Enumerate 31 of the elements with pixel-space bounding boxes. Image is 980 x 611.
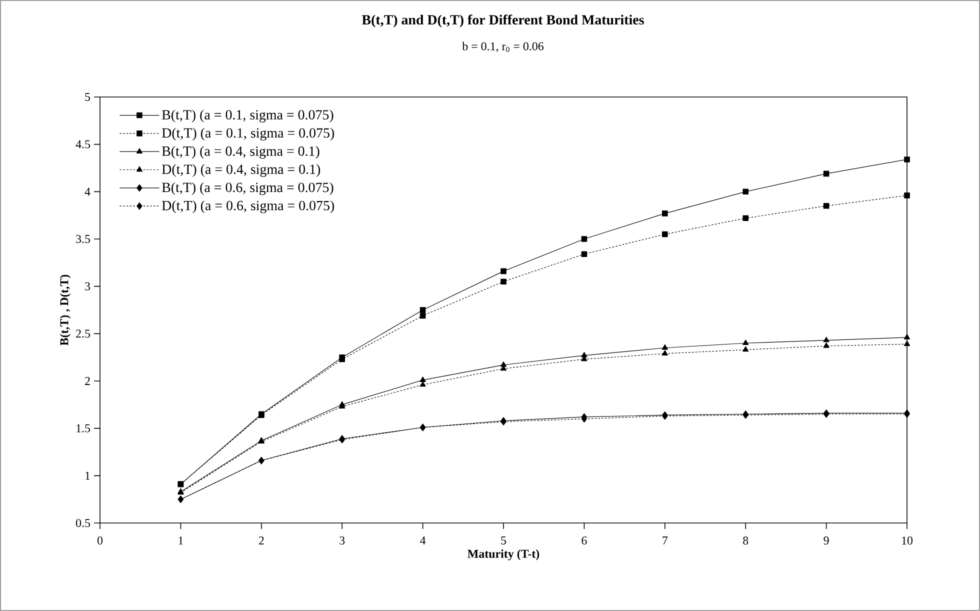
x-tick-label: 4 (420, 536, 426, 544)
chart-subtitle: b = 0.1, r$_{0}$ = 0.06 (462, 42, 544, 52)
y-tick-label: 5 (85, 93, 90, 101)
y-axis-title: B(t,T) , D(t,T) (60, 274, 71, 346)
chart-title: B(t,T) and D(t,T) for Different Bond Maturities (362, 14, 644, 28)
x-tick-label: 2 (258, 536, 264, 544)
legend-label: D(t,T) (a = 0.1, sigma = 0.075) (162, 128, 334, 141)
x-tick-label: 3 (340, 536, 345, 545)
y-tick-label: 0.5 (76, 518, 90, 528)
x-tick-label: 6 (582, 536, 587, 545)
y-tick-label: 1.5 (76, 424, 90, 432)
x-tick-label: 0 (97, 536, 103, 545)
x-axis-title: Maturity (T-t) (468, 549, 540, 560)
x-tick-label: 5 (501, 536, 506, 544)
legend-label: B(t,T) (a = 0.4, sigma = 0.1) (162, 146, 320, 159)
y-tick-label: 2 (85, 377, 90, 385)
y-tick-label: 1 (86, 472, 90, 480)
x-tick-label: 10 (902, 536, 913, 545)
x-tick-label: 9 (824, 536, 829, 545)
legend-label: B(t,T) (a = 0.6, sigma = 0.075) (162, 182, 334, 196)
y-tick-label: 4 (84, 188, 90, 196)
x-tick-label: 7 (662, 536, 668, 544)
legend-label: D(t,T) (a = 0.4, sigma = 0.1) (162, 164, 320, 177)
x-tick-label: 1 (178, 536, 183, 544)
y-tick-label: 2.5 (76, 330, 90, 338)
y-tick-label: 4.5 (76, 140, 90, 148)
y-tick-label: 3.5 (76, 234, 90, 244)
y-tick-label: 3 (85, 282, 90, 290)
x-tick-label: 8 (743, 536, 748, 545)
legend-label: B(t,T) (a = 0.1, sigma = 0.075) (162, 110, 334, 122)
legend-label: D(t,T) (a = 0.6, sigma = 0.075) (162, 200, 334, 214)
